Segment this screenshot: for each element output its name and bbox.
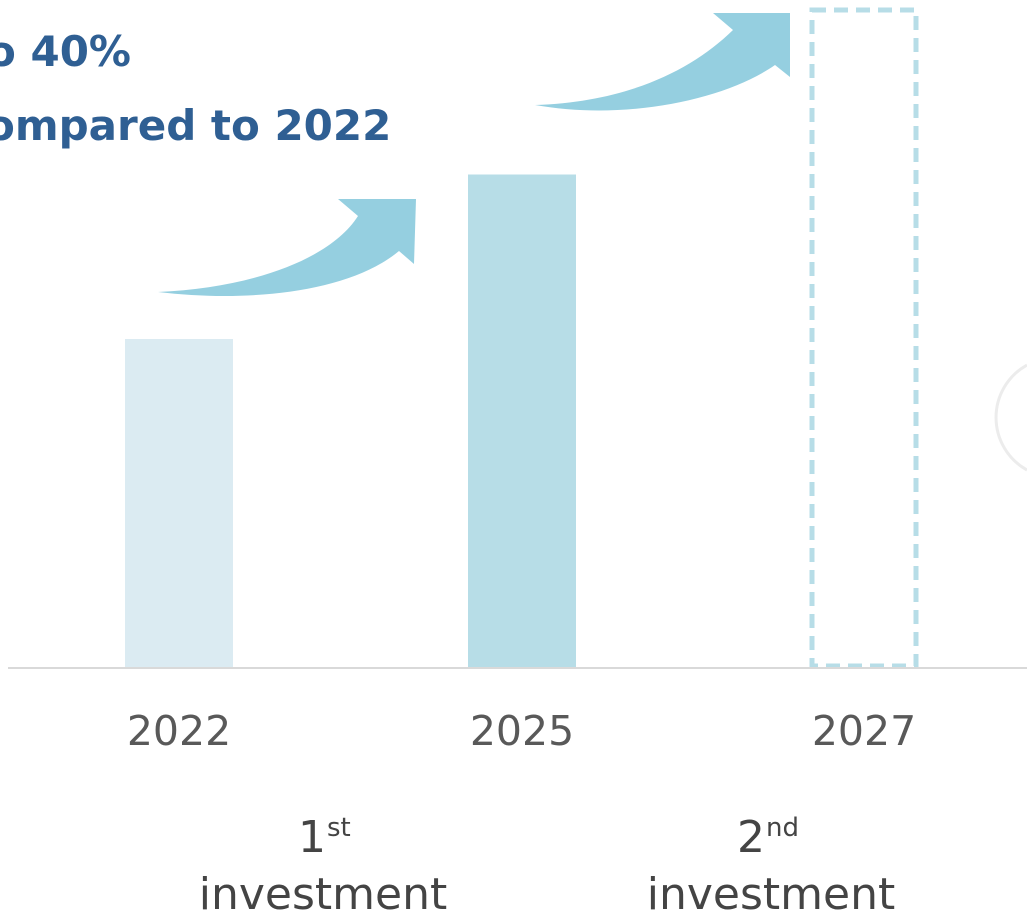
headline-line-2: ompared to 2022	[0, 101, 391, 150]
x-tick-label-2027: 2027	[812, 707, 916, 755]
x-tick-label-2025: 2025	[470, 707, 574, 755]
step-1-number: 1	[298, 812, 326, 863]
step-2-label: investment	[647, 869, 895, 916]
bar-2022	[125, 339, 233, 668]
bar-2027	[809, 7, 919, 669]
step-2-number: 2	[737, 812, 765, 863]
step-1-suffix: st	[327, 813, 351, 843]
step-label-2nd-investment: 2 nd investment	[647, 812, 895, 916]
decorative-circle-edge	[994, 363, 1027, 472]
bars-group	[125, 7, 919, 669]
step-1-label: investment	[199, 869, 447, 916]
x-tick-label-2022: 2022	[127, 707, 231, 755]
growth-arrow-1	[158, 199, 416, 297]
step-label-1st-investment: 1 st investment	[199, 812, 447, 916]
headline-line-1: o 40%	[0, 27, 131, 76]
bar-2025	[468, 174, 576, 668]
growth-arrow-2	[535, 13, 790, 111]
step-2-suffix: nd	[766, 813, 799, 843]
